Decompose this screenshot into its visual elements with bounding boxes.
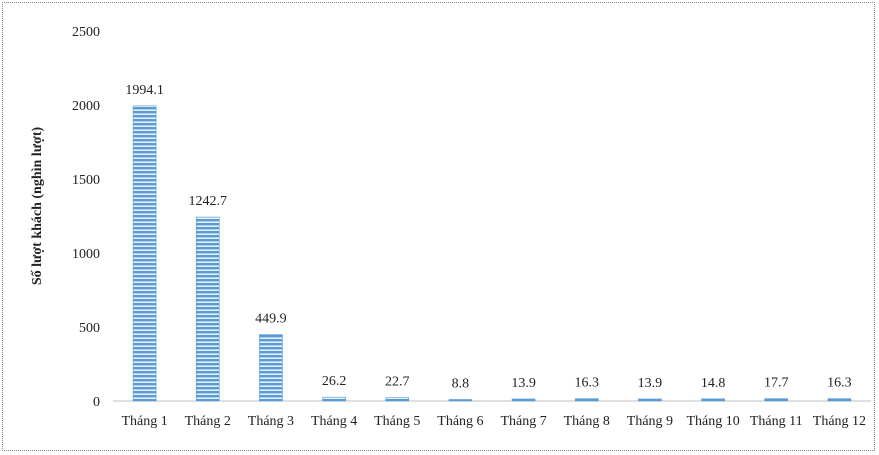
data-label: 449.9 — [255, 311, 287, 326]
y-tick-label: 0 — [93, 395, 100, 410]
bar-9 — [638, 398, 662, 402]
bar-3 — [259, 334, 283, 402]
data-label: 17.7 — [764, 375, 789, 390]
data-label: 16.3 — [827, 376, 852, 391]
bar-4 — [322, 396, 346, 402]
x-tick-label: Tháng 2 — [185, 414, 231, 429]
x-tick-label: Tháng 12 — [813, 414, 866, 429]
bar-10 — [701, 398, 725, 402]
data-label: 8.8 — [452, 377, 470, 392]
bar-7 — [511, 398, 536, 402]
y-tick-label: 1000 — [72, 247, 100, 262]
x-tick-label: Tháng 10 — [686, 414, 739, 429]
bar-11 — [764, 398, 789, 402]
data-label: 26.2 — [322, 374, 347, 389]
x-tick-label: Tháng 6 — [437, 414, 483, 429]
x-tick-label: Tháng 7 — [500, 414, 546, 429]
data-label: 14.8 — [701, 376, 726, 391]
axes: 0 500 1000 1500 2000 2500 Tháng 1 Tháng 2 Tháng … — [72, 25, 871, 429]
y-tick-label: 1500 — [72, 173, 100, 188]
data-label: 13.9 — [638, 376, 663, 391]
x-tick-label: Tháng 3 — [248, 414, 294, 429]
y-tick-label: 500 — [79, 321, 100, 336]
x-tick-label: Tháng 8 — [564, 414, 610, 429]
data-labels: 1994.1 1242.7 449.9 26.2 22.7 8.8 13.9 16.3 13.9… — [125, 83, 851, 392]
data-label: 1242.7 — [189, 194, 228, 209]
x-tick-label: Tháng 9 — [627, 414, 673, 429]
data-label: 13.9 — [511, 376, 536, 391]
x-tick-label: Tháng 4 — [311, 414, 357, 429]
bar-8 — [574, 398, 599, 402]
bar-1 — [132, 105, 157, 402]
y-tick-label: 2500 — [72, 25, 100, 40]
bar-5 — [385, 397, 410, 402]
bar-2 — [195, 216, 220, 402]
data-label: 1994.1 — [125, 83, 164, 98]
y-axis-label: Số lượt khách (nghìn lượt) — [30, 126, 45, 285]
data-label: 22.7 — [385, 375, 410, 390]
data-label: 16.3 — [575, 376, 600, 391]
x-tick-label: Tháng 11 — [750, 414, 803, 429]
y-tick-label: 2000 — [72, 99, 100, 114]
x-tick-label: Tháng 1 — [121, 414, 167, 429]
bar-6 — [448, 399, 473, 402]
bar-12 — [827, 398, 852, 402]
x-tick-label: Tháng 5 — [374, 414, 420, 429]
bar-chart: 0 500 1000 1500 2000 2500 Tháng 1 Tháng 2 Tháng … — [30, 25, 871, 429]
bars — [132, 105, 852, 402]
